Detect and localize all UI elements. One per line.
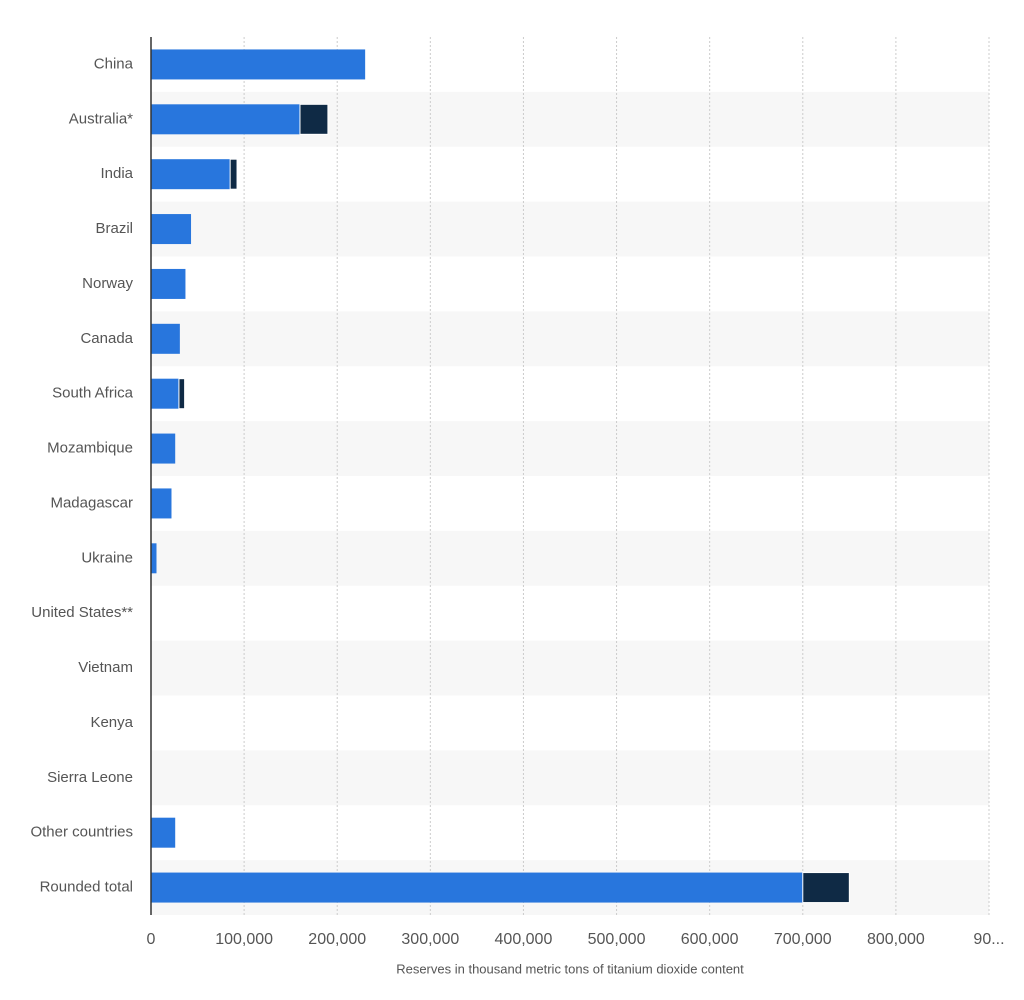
y-tick-label: Australia* (69, 110, 133, 127)
bar (151, 817, 176, 848)
x-tick-label: 90... (973, 931, 1004, 948)
y-tick-label: Sierra Leone (47, 769, 133, 786)
y-tick-label: Other countries (30, 824, 133, 841)
row-band (151, 421, 989, 476)
x-tick-label: 500,000 (588, 931, 646, 948)
x-tick-label: 0 (147, 931, 156, 948)
x-axis-title: Reserves in thousand metric tons of tita… (396, 961, 744, 976)
row-band (151, 311, 989, 367)
bar (151, 159, 231, 190)
y-tick-label: Rounded total (40, 879, 133, 896)
bar (151, 323, 180, 354)
x-tick-label: 100,000 (215, 931, 273, 948)
y-tick-label: India (100, 165, 133, 182)
row-band (151, 530, 989, 586)
y-tick-label: Mozambique (47, 440, 133, 457)
row-band (151, 750, 989, 806)
bar (151, 488, 172, 519)
bar (229, 158, 238, 190)
y-tick-label: China (94, 55, 134, 72)
bar (151, 872, 803, 903)
bar (151, 268, 186, 299)
bar (151, 543, 157, 574)
y-tick-label: Canada (80, 330, 133, 347)
bar (299, 103, 329, 135)
bar (151, 378, 179, 409)
bar (802, 872, 850, 904)
row-band (151, 640, 989, 696)
x-tick-label: 700,000 (774, 931, 832, 948)
x-tick-label: 400,000 (495, 931, 553, 948)
y-tick-label: Kenya (90, 714, 133, 731)
y-tick-label: United States** (31, 604, 133, 621)
y-tick-label: Vietnam (78, 659, 133, 676)
y-tick-label: Ukraine (81, 549, 133, 566)
y-tick-label: Madagascar (50, 494, 133, 511)
bar (151, 104, 300, 135)
bar (151, 49, 366, 80)
x-tick-label: 600,000 (681, 931, 739, 948)
bar (151, 214, 192, 245)
bar (151, 433, 176, 464)
x-tick-label: 300,000 (401, 931, 459, 948)
x-tick-label: 200,000 (308, 931, 366, 948)
y-tick-label: South Africa (52, 385, 134, 402)
y-tick-label: Norway (82, 275, 133, 292)
row-band (151, 201, 989, 257)
y-tick-label: Brazil (95, 220, 133, 237)
bar (178, 378, 186, 410)
x-tick-label: 800,000 (867, 931, 925, 948)
